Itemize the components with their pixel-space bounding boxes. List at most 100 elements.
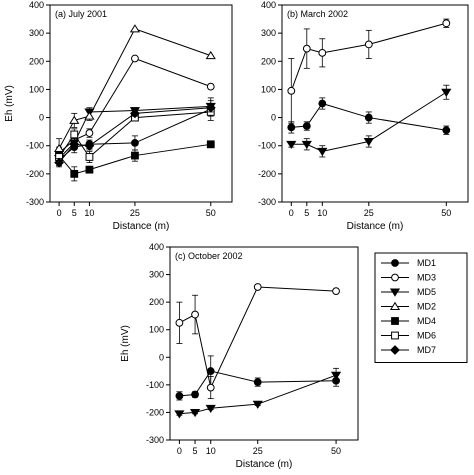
data-point <box>70 169 79 178</box>
data-point <box>84 140 95 151</box>
x-tick-label: 5 <box>193 446 198 456</box>
y-tick-label: -200 <box>146 407 164 417</box>
data-point <box>441 88 452 97</box>
data-point <box>131 54 139 63</box>
data-point <box>318 99 327 108</box>
y-tick-label: -300 <box>26 197 44 207</box>
panel-c-october-2002: -300 -200 -100 0 100 200 300 400 0 5 10 25 50 Distanc… <box>120 242 359 470</box>
y-tick-label: 300 <box>261 28 276 38</box>
y-tick-label: -300 <box>146 435 164 445</box>
data-point <box>318 48 327 57</box>
x-tick-label: 0 <box>57 208 62 218</box>
data-point <box>131 151 139 160</box>
x-axis-label: Distance (m) <box>113 221 170 232</box>
data-point <box>84 111 95 120</box>
data-point <box>85 165 94 174</box>
x-tick-label: 10 <box>206 446 216 456</box>
legend-label: MD1 <box>417 258 436 268</box>
y-tick-label: 100 <box>261 84 276 94</box>
data-point <box>286 140 297 150</box>
legend-marker <box>389 288 401 297</box>
y-tick-label: 0 <box>39 113 44 123</box>
legend-label: MD2 <box>417 302 436 312</box>
y-tick-label: -100 <box>258 141 276 151</box>
data-point <box>302 44 311 53</box>
series-md5 <box>174 367 342 419</box>
data-point <box>175 318 184 327</box>
data-point <box>301 140 312 150</box>
legend-marker <box>391 273 399 282</box>
x-tick-label: 5 <box>72 208 77 218</box>
data-point <box>130 108 140 119</box>
data-point <box>174 410 185 419</box>
series-line <box>58 28 211 149</box>
legend-marker <box>391 259 399 267</box>
legend-marker <box>391 331 399 340</box>
data-point <box>205 404 216 414</box>
y-tick-label: 0 <box>159 352 164 362</box>
data-point <box>205 50 216 60</box>
data-point <box>69 115 80 124</box>
data-point <box>287 123 296 132</box>
legend-item-md3: MD3 <box>381 273 436 283</box>
x-tick-label: 0 <box>289 208 294 218</box>
series-md5 <box>286 84 452 158</box>
data-point <box>189 408 201 418</box>
series-md3 <box>287 18 451 124</box>
legend-marker <box>390 345 400 355</box>
y-tick-label: 400 <box>29 0 44 10</box>
plot-frame <box>49 4 233 203</box>
data-point <box>302 122 311 130</box>
data-point <box>364 40 373 49</box>
legend-marker <box>391 317 399 325</box>
data-point <box>287 86 296 95</box>
data-point <box>129 24 141 33</box>
data-point <box>442 19 451 28</box>
plot-frame <box>169 246 359 441</box>
y-tick-label: 200 <box>29 56 44 66</box>
series-md1 <box>175 355 340 401</box>
data-point <box>85 153 94 161</box>
panel-label: (c) October 2002 <box>175 251 243 261</box>
x-tick-label: 50 <box>206 208 216 218</box>
y-tick-label: 200 <box>149 297 164 307</box>
data-point <box>442 126 451 135</box>
x-tick-label: 25 <box>130 208 140 218</box>
legend-label: MD7 <box>417 345 436 355</box>
legend: MD1 MD3 MD5 MD2 MD4 MD6 MD7 <box>374 252 468 363</box>
legend-item-md5: MD5 <box>381 287 436 297</box>
data-point <box>54 157 65 168</box>
data-point <box>206 383 215 392</box>
x-axis-label: Distance (m) <box>347 221 404 232</box>
data-point <box>69 139 80 150</box>
legend-label: MD5 <box>417 287 436 297</box>
y-tick-label: 200 <box>261 56 276 66</box>
data-point <box>191 390 199 399</box>
data-point <box>317 147 328 157</box>
y-axis-label: Eh (mV) <box>120 325 131 362</box>
legend-item-md4: MD4 <box>381 316 436 326</box>
data-point <box>252 400 263 409</box>
data-point <box>253 283 262 291</box>
x-tick-label: 50 <box>331 446 341 456</box>
x-axis-label: Distance (m) <box>236 459 293 470</box>
legend-item-md7: MD7 <box>381 345 436 355</box>
data-point <box>332 287 340 296</box>
data-point <box>53 143 65 152</box>
legend-label: MD3 <box>417 273 436 283</box>
series-md2 <box>53 24 216 159</box>
panel-label: (a) July 2001 <box>55 9 107 19</box>
legend-label: MD6 <box>417 331 436 341</box>
x-tick-label: 5 <box>304 208 309 218</box>
x-tick-label: 25 <box>253 446 263 456</box>
x-tick-label: 0 <box>177 446 182 456</box>
series-line <box>179 286 337 390</box>
x-tick-label: 25 <box>364 208 374 218</box>
y-tick-label: -300 <box>258 197 276 207</box>
data-point <box>364 113 373 122</box>
series-md7 <box>54 102 216 168</box>
data-point <box>175 391 184 400</box>
data-point <box>330 371 342 380</box>
